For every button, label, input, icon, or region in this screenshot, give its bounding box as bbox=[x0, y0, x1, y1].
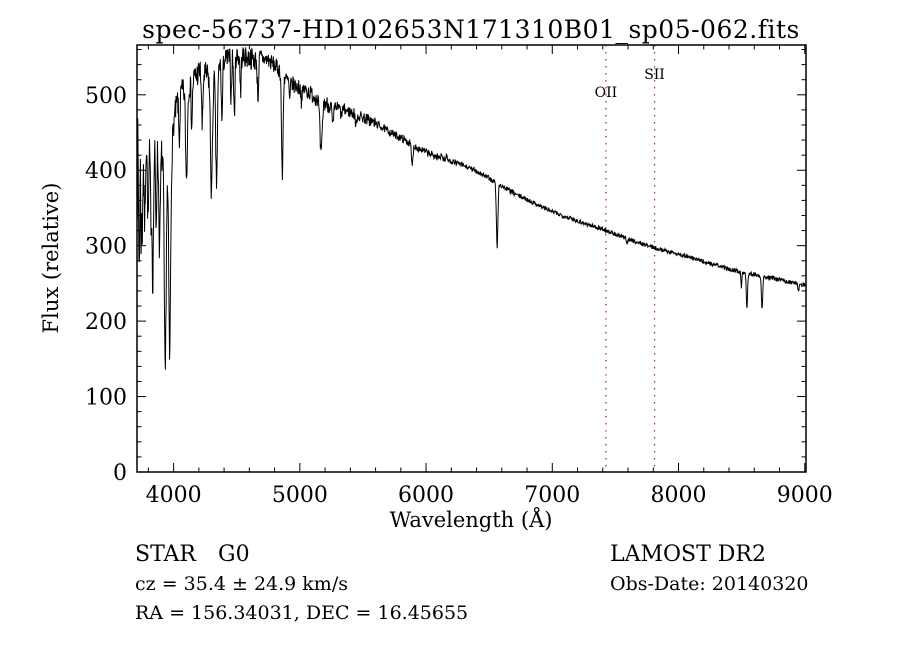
y-tick-label: 500 bbox=[85, 84, 127, 109]
x-tick-label: 6000 bbox=[398, 483, 454, 508]
spectral-marker-lines: OII SII bbox=[595, 45, 665, 472]
radial-velocity-text: cz = 35.4 ± 24.9 km/s bbox=[135, 573, 348, 595]
survey-label: LAMOST DR2 bbox=[610, 542, 766, 567]
marker-label-SII: SII bbox=[644, 67, 665, 83]
x-axis-label: Wavelength (Å) bbox=[390, 507, 553, 532]
y-tick-label: 100 bbox=[85, 386, 127, 411]
y-tick-label: 300 bbox=[85, 235, 127, 260]
classification-label: STAR bbox=[135, 542, 197, 567]
spectrum-trace bbox=[136, 47, 807, 370]
axis-tick-labels: 4000 5000 6000 7000 8000 9000 0 100 200 300 400 500 bbox=[85, 84, 833, 508]
x-tick-label: 7000 bbox=[524, 483, 580, 508]
plot-title: spec-56737-HD102653N171310B01_sp05-062.f… bbox=[142, 15, 800, 44]
y-tick-label: 400 bbox=[85, 159, 127, 184]
y-tick-label: 200 bbox=[85, 310, 127, 335]
x-tick-label: 8000 bbox=[651, 483, 707, 508]
obs-date-text: Obs-Date: 20140320 bbox=[610, 573, 809, 595]
subclass-label: G0 bbox=[218, 542, 250, 567]
plot-frame bbox=[136, 44, 807, 473]
x-tick-label: 4000 bbox=[146, 483, 202, 508]
y-axis-label: Flux (relative) bbox=[39, 183, 63, 334]
ra-dec-text: RA = 156.34031, DEC = 16.45655 bbox=[135, 602, 468, 624]
marker-label-OII: OII bbox=[595, 85, 618, 101]
x-tick-label: 5000 bbox=[272, 483, 328, 508]
axis-ticks bbox=[137, 45, 806, 473]
x-tick-label: 9000 bbox=[777, 483, 833, 508]
y-tick-label: 0 bbox=[113, 461, 127, 486]
